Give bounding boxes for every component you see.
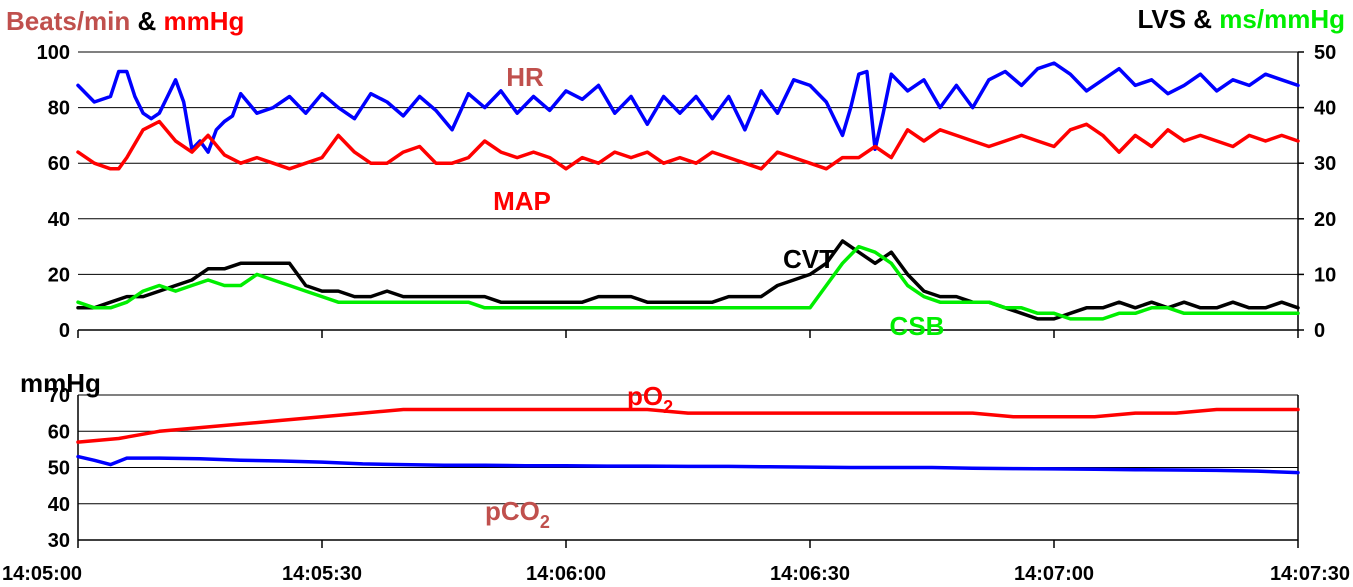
- y-tick-label: 50: [48, 458, 70, 480]
- title-part: Beats/min: [6, 6, 130, 36]
- bottom-panel-axes: 30 40 50 60 70 14:05:00 14:05:30 14:06:00 14:06:…: [2, 385, 1350, 585]
- top-left-axis-title: Beats/min & mmHg: [6, 6, 244, 36]
- x-tick-label: 14:07:00: [1014, 563, 1094, 585]
- right-title-part: LVS &: [1137, 4, 1219, 34]
- series-label-csb: CSB: [890, 311, 945, 341]
- series-line-cvt: [76, 239, 1300, 321]
- title-part: mmHg: [164, 6, 245, 36]
- top-panel-gridlines: [78, 51, 1298, 275]
- bottom-y-axis-title: mmHg: [20, 368, 101, 398]
- y-tick-label: 30: [48, 530, 70, 552]
- y-tick-label: 80: [48, 98, 70, 120]
- x-tick-label: 14:07:30: [1270, 563, 1350, 585]
- y-tick-label: 40: [48, 494, 70, 516]
- series-label-po2: pO2: [627, 381, 673, 417]
- y2-tick-label: 0: [1314, 320, 1325, 342]
- y2-tick-label: 40: [1314, 98, 1336, 120]
- x-tick-label: 14:06:00: [526, 563, 606, 585]
- bottom-panel-series-labels: pO2 pCO2: [485, 381, 673, 532]
- y2-tick-label: 50: [1314, 42, 1336, 64]
- y-tick-label: 60: [48, 153, 70, 175]
- top-panel-series: [76, 61, 1300, 321]
- y-tick-label: 0: [59, 320, 70, 342]
- series-line-map: [76, 119, 1300, 171]
- x-tick-label: 14:05:30: [282, 563, 362, 585]
- series-line-pco2: [76, 454, 1300, 475]
- y2-tick-label: 10: [1314, 264, 1336, 286]
- top-panel-series-labels: HR MAP CVT CSB: [493, 62, 944, 341]
- x-tick-label: 14:05:00: [2, 563, 82, 585]
- title-part: &: [130, 6, 163, 36]
- series-label-map: MAP: [493, 186, 551, 216]
- y-tick-label: 100: [37, 42, 70, 64]
- top-panel-axes: 0 20 40 60 80 100 0 10 20 30 40 50: [37, 42, 1337, 342]
- series-line-po2: [76, 407, 1300, 444]
- right-title-part: ms/mmHg: [1219, 4, 1345, 34]
- x-tick-label: 14:06:30: [770, 563, 850, 585]
- series-label-pco2: pCO2: [485, 496, 550, 532]
- series-line-hr: [76, 61, 1300, 154]
- y2-tick-label: 30: [1314, 153, 1336, 175]
- y-tick-label: 70: [48, 385, 70, 407]
- top-right-axis-title: LVS & ms/mmHg: [1137, 4, 1345, 34]
- y2-tick-label: 20: [1314, 209, 1336, 231]
- y-tick-label: 60: [48, 421, 70, 443]
- series-line-csb: [76, 244, 1300, 321]
- series-label-cvt: CVT: [783, 244, 835, 274]
- bottom-panel-series: [76, 407, 1300, 475]
- y-tick-label: 40: [48, 209, 70, 231]
- bottom-panel-gridlines: [78, 394, 1298, 505]
- series-label-hr: HR: [506, 62, 544, 92]
- y-tick-label: 20: [48, 264, 70, 286]
